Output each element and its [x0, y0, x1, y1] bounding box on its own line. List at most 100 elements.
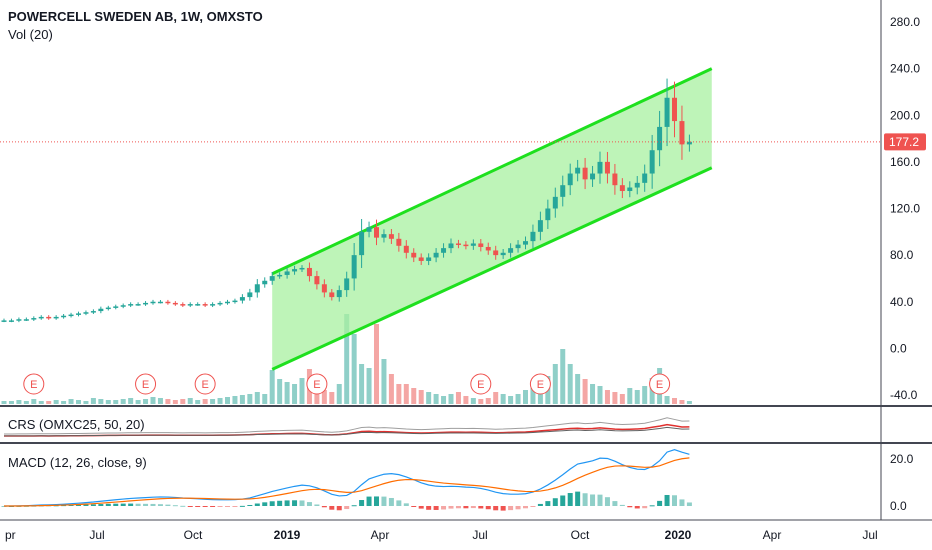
candle-body: [657, 126, 663, 151]
earnings-marker[interactable]: E: [194, 373, 216, 395]
candle-body: [403, 245, 409, 253]
volume-bar: [329, 392, 335, 404]
candle-body: [597, 161, 603, 174]
earnings-marker[interactable]: E: [23, 373, 45, 395]
macd-histogram-bar: [418, 506, 424, 509]
macd-histogram-bar: [426, 506, 432, 510]
macd-histogram-bar: [523, 506, 528, 509]
macd-histogram-bar: [388, 497, 394, 506]
candle-body: [604, 161, 610, 174]
macd-histogram-bar: [619, 504, 625, 506]
earnings-marker[interactable]: E: [306, 373, 328, 395]
macd-histogram-bar: [210, 506, 216, 507]
candle-body: [560, 185, 566, 197]
earnings-marker[interactable]: E: [470, 373, 492, 395]
macd-histogram-bar: [374, 496, 379, 506]
earnings-letter: E: [537, 379, 544, 391]
candle-body: [284, 271, 290, 275]
macd-axis[interactable]: 20.0 0.0: [890, 452, 914, 513]
volume-bar: [604, 390, 610, 404]
earnings-marker[interactable]: E: [649, 373, 671, 395]
volume-bar: [463, 396, 469, 404]
volume-bar: [597, 386, 603, 404]
candle-body: [381, 234, 387, 238]
volume-bar: [560, 349, 566, 404]
volume-bar: [530, 388, 536, 404]
volume-bar: [426, 392, 432, 404]
macd-histogram-bar: [552, 498, 558, 506]
volume-label[interactable]: Vol (20): [8, 27, 53, 42]
price-axis[interactable]: 280.0 240.0 200.0 160.0 120.0 80.0 40.0 0.0 -40.…: [890, 15, 920, 402]
volume-bar: [351, 334, 357, 404]
candle-body: [254, 284, 260, 293]
candle-body: [187, 304, 193, 306]
macd-histogram-bar: [597, 494, 603, 506]
candle-body: [38, 316, 44, 319]
macd-histogram-bar: [642, 506, 648, 509]
crs-label[interactable]: CRS (OMXC25, 50, 20): [8, 417, 145, 432]
candle-body: [686, 141, 692, 145]
macd-histogram-bar: [68, 504, 74, 506]
macd-histogram-bar: [180, 505, 186, 507]
volume-bar: [217, 398, 223, 404]
candle-body: [470, 243, 476, 246]
volume-bar: [552, 364, 558, 404]
candle-body: [90, 311, 96, 313]
macd-histogram-bar: [314, 504, 320, 506]
candle-body: [418, 257, 424, 261]
time-axis[interactable]: pr Jul Oct 2019 Apr Jul Oct 2020 Apr Jul: [5, 528, 878, 542]
volume-bar: [46, 401, 52, 404]
candle-body: [619, 185, 625, 192]
candle-body: [672, 97, 677, 122]
macd-histogram-bar: [105, 503, 111, 506]
volume-bar: [448, 394, 454, 404]
channel-upper-line: [271, 67, 713, 276]
volume-bar: [165, 399, 171, 404]
macd-histogram-bar: [612, 501, 618, 506]
candle-body: [485, 246, 491, 251]
volume-bar: [83, 401, 89, 404]
candle-body: [157, 301, 163, 304]
earnings-letter: E: [656, 379, 663, 391]
symbol-title[interactable]: POWERCELL SWEDEN AB, 1W, OMXSTO: [8, 9, 263, 24]
candle-body: [537, 220, 543, 232]
candle-body: [16, 319, 22, 321]
macd-histogram-bar: [508, 506, 514, 511]
candle-body: [329, 292, 335, 298]
macd-histogram-bar: [560, 495, 566, 506]
volume-bar: [247, 394, 253, 404]
candle-body: [180, 304, 186, 306]
earnings-marker[interactable]: E: [135, 373, 157, 395]
macd-histogram-bar: [143, 503, 149, 506]
candle-body: [567, 173, 573, 186]
time-tick-label: Jul: [862, 528, 877, 542]
earnings-circle: [529, 373, 551, 395]
volume-bar: [157, 398, 163, 404]
volume-bar: [359, 364, 365, 404]
macd-histogram-bar: [582, 493, 588, 506]
channel-lower-line: [271, 166, 713, 371]
earnings-circle: [306, 373, 328, 395]
time-tick-label: 2020: [665, 528, 692, 542]
macd-histogram-bar: [172, 505, 178, 507]
volume-bar: [68, 399, 74, 404]
candle-body: [225, 301, 230, 304]
macd-label[interactable]: MACD (12, 26, close, 9): [8, 455, 147, 470]
volume-bar: [374, 324, 379, 404]
trend-channel: [271, 67, 713, 371]
candle-body: [53, 316, 59, 319]
volume-bar: [180, 399, 186, 404]
candle-body: [351, 255, 357, 279]
earnings-marker[interactable]: E: [529, 373, 551, 395]
volume-bar: [16, 400, 22, 404]
macd-tick-label: 0.0: [890, 499, 907, 513]
crs-reference-line: [4, 417, 690, 435]
volume-bar: [239, 395, 245, 404]
macd-histogram-bar: [448, 506, 454, 509]
crs-secondary-line: [4, 426, 690, 437]
candle-body: [61, 315, 67, 318]
macd-histogram-bar: [403, 503, 409, 506]
time-tick-label: Oct: [184, 528, 203, 542]
macd-histogram-bar: [441, 506, 447, 510]
